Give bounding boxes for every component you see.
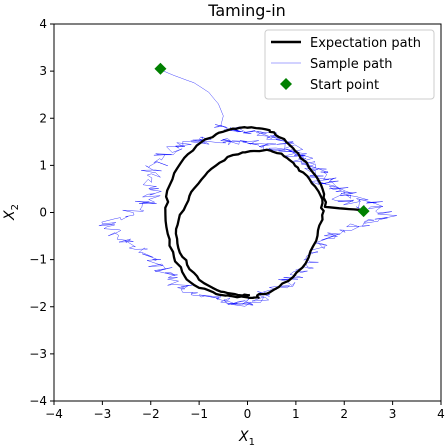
y-axis-label-subscript: 2 [10, 204, 21, 210]
legend: Expectation path Sample path Start point [264, 29, 435, 100]
x-tick-label: −3 [94, 407, 112, 421]
x-tick-label: −1 [190, 407, 208, 421]
sample-path-layer [98, 68, 397, 307]
y-tick-label: −1 [29, 253, 47, 267]
start-point-marker [357, 205, 370, 218]
start-point-layer [154, 62, 370, 218]
chart-title: Taming-in [207, 1, 286, 20]
x-axis-label: X1 [238, 429, 255, 446]
x-axis-label-subscript: 1 [249, 437, 255, 446]
y-tick-label: 4 [39, 17, 47, 31]
expectation-path-layer [164, 126, 364, 300]
x-tick-label: 2 [340, 407, 348, 421]
start-point-marker [154, 62, 167, 75]
x-tick-label: 0 [244, 407, 252, 421]
sample-path-line [98, 68, 397, 307]
y-axis-label-main: X [2, 210, 18, 221]
expectation-path-line [164, 126, 364, 300]
legend-label-start: Start point [310, 78, 379, 93]
y-tick-label: 2 [39, 111, 47, 125]
y-tick-label: −4 [29, 394, 47, 408]
legend-box [264, 29, 435, 100]
x-axis-label-main: X [238, 429, 249, 445]
legend-label-expectation: Expectation path [310, 36, 421, 51]
x-tick-label: 3 [389, 407, 397, 421]
legend-swatch-start [280, 78, 292, 90]
x-axis-ticks: −4 −3 −2 −1 0 1 2 3 4 [45, 401, 445, 421]
x-tick-label: 4 [437, 407, 445, 421]
y-tick-label: 1 [39, 158, 47, 172]
x-tick-label: 1 [292, 407, 300, 421]
y-tick-label: −3 [29, 347, 47, 361]
y-axis-ticks: −4 −3 −2 −1 0 1 2 3 4 [29, 17, 54, 408]
legend-label-sample: Sample path [310, 57, 392, 72]
x-tick-label: −4 [45, 407, 63, 421]
y-tick-label: −2 [29, 300, 47, 314]
y-tick-label: 3 [39, 64, 47, 78]
y-axis-label: X2 [2, 204, 21, 221]
y-tick-label: 0 [39, 206, 47, 220]
x-tick-label: −2 [142, 407, 160, 421]
